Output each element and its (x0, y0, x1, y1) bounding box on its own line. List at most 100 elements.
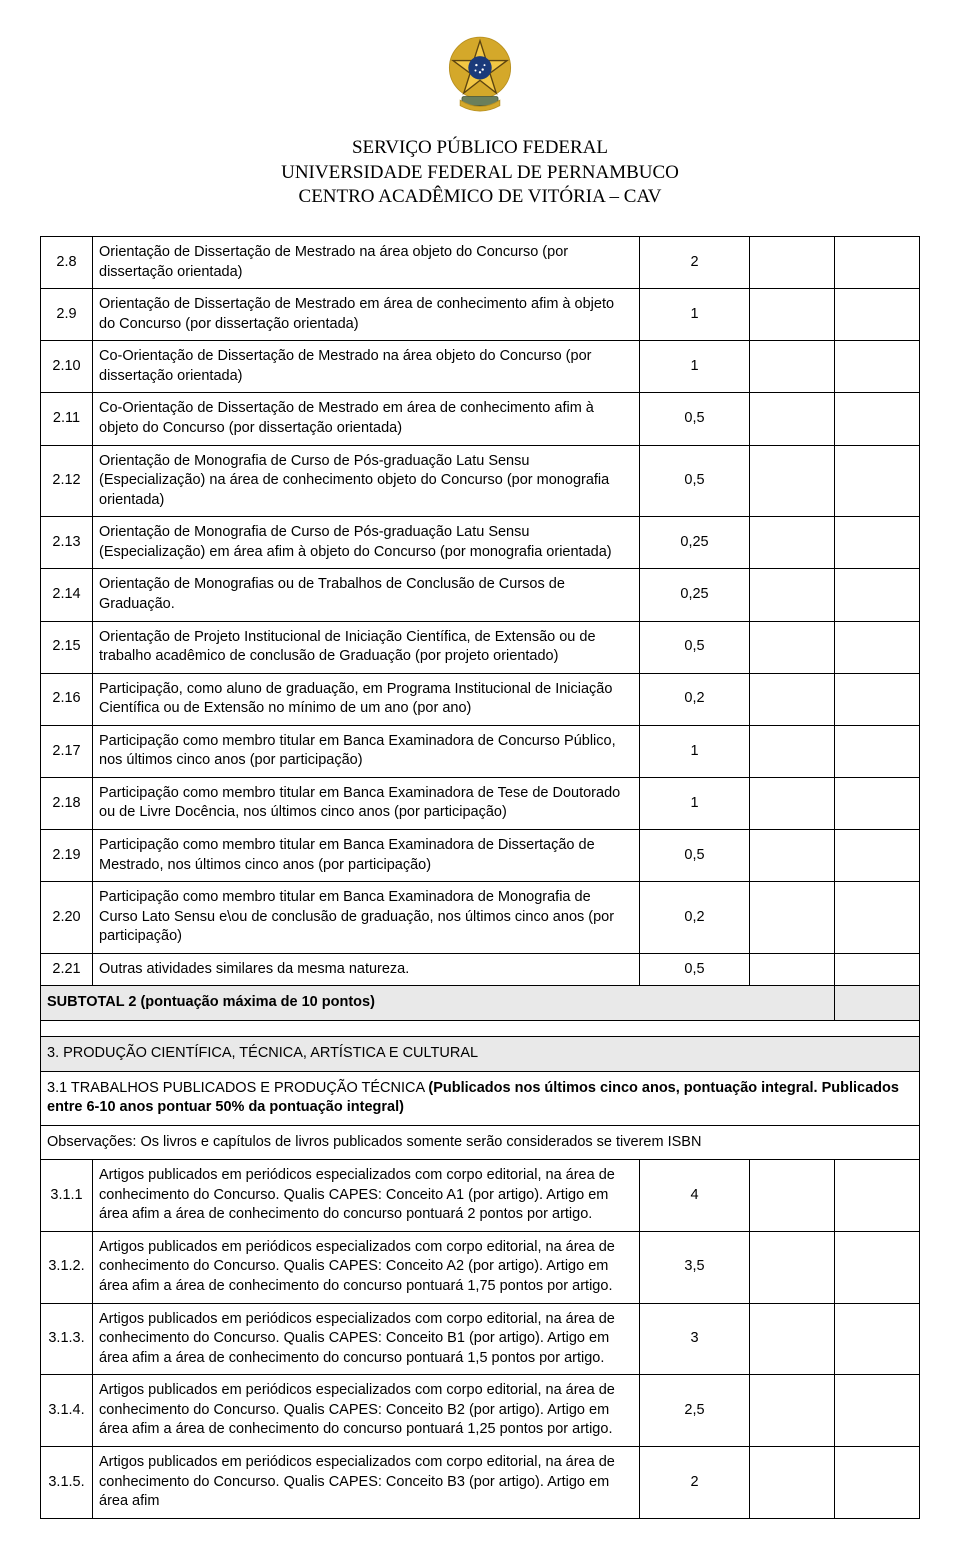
row-value: 0,5 (640, 621, 750, 673)
row-number: 3.1.4. (41, 1375, 93, 1447)
row-empty-2 (835, 1446, 920, 1518)
row-description: Orientação de Monografia de Curso de Pós… (93, 517, 640, 569)
row-number: 2.14 (41, 569, 93, 621)
row-description: Outras atividades similares da mesma nat… (93, 953, 640, 986)
row-number: 2.11 (41, 393, 93, 445)
row-empty-1 (750, 289, 835, 341)
row-empty-2 (835, 777, 920, 829)
row-number: 3.1.2. (41, 1231, 93, 1303)
table-row: 2.14Orientação de Monografias ou de Trab… (41, 569, 920, 621)
row-number: 2.17 (41, 725, 93, 777)
row-value: 1 (640, 341, 750, 393)
row-empty-2 (835, 830, 920, 882)
table-row: 2.21Outras atividades similares da mesma… (41, 953, 920, 986)
header-line-3: CENTRO ACADÊMICO DE VITÓRIA – CAV (299, 186, 662, 207)
row-description: Artigos publicados em periódicos especia… (93, 1160, 640, 1232)
table-row: 2.11Co-Orientação de Dissertação de Mest… (41, 393, 920, 445)
row-empty-1 (750, 1160, 835, 1232)
row-empty-1 (750, 725, 835, 777)
row-value: 1 (640, 777, 750, 829)
brazil-coat-of-arms-icon (40, 30, 920, 124)
row-value: 2 (640, 237, 750, 289)
row-description: Orientação de Dissertação de Mestrado em… (93, 289, 640, 341)
row-empty-1 (750, 621, 835, 673)
row-empty-1 (750, 1446, 835, 1518)
table-row: 2.15Orientação de Projeto Institucional … (41, 621, 920, 673)
row-value: 1 (640, 289, 750, 341)
row-value: 0,25 (640, 569, 750, 621)
row-description: Participação como membro titular em Banc… (93, 882, 640, 954)
table-row: 2.17Participação como membro titular em … (41, 725, 920, 777)
table-row: 2.19Participação como membro titular em … (41, 830, 920, 882)
row-number: 2.21 (41, 953, 93, 986)
row-empty-1 (750, 882, 835, 954)
row-value: 2 (640, 1446, 750, 1518)
row-description: Artigos publicados em periódicos especia… (93, 1375, 640, 1447)
row-empty-2 (835, 1160, 920, 1232)
row-empty-1 (750, 777, 835, 829)
table-row: 2.12Orientação de Monografia de Curso de… (41, 445, 920, 517)
row-description: Orientação de Monografias ou de Trabalho… (93, 569, 640, 621)
row-number: 2.13 (41, 517, 93, 569)
row-empty-1 (750, 393, 835, 445)
row-description: Participação, como aluno de graduação, e… (93, 673, 640, 725)
row-empty-2 (835, 621, 920, 673)
table-row: 3.1.2.Artigos publicados em periódicos e… (41, 1231, 920, 1303)
row-empty-1 (750, 1303, 835, 1375)
row-number: 2.8 (41, 237, 93, 289)
row-empty-2 (835, 882, 920, 954)
observations-row: Observações: Os livros e capítulos de li… (41, 1125, 920, 1160)
table-row: 2.18Participação como membro titular em … (41, 777, 920, 829)
table-row: 3.1.3.Artigos publicados em periódicos e… (41, 1303, 920, 1375)
row-empty-1 (750, 569, 835, 621)
row-number: 2.16 (41, 673, 93, 725)
row-empty-1 (750, 953, 835, 986)
row-empty-2 (835, 237, 920, 289)
row-number: 2.9 (41, 289, 93, 341)
row-empty-2 (835, 569, 920, 621)
row-value: 0,5 (640, 393, 750, 445)
row-empty-2 (835, 289, 920, 341)
subtotal-row: SUBTOTAL 2 (pontuação máxima de 10 ponto… (41, 986, 920, 1021)
row-empty-2 (835, 517, 920, 569)
document-header: SERVIÇO PÚBLICO FEDERAL UNIVERSIDADE FED… (40, 136, 920, 210)
row-empty-2 (835, 1303, 920, 1375)
section-3-1-text: 3.1 TRABALHOS PUBLICADOS E PRODUÇÃO TÉCN… (41, 1071, 920, 1125)
row-description: Participação como membro titular em Banc… (93, 725, 640, 777)
row-description: Co-Orientação de Dissertação de Mestrado… (93, 341, 640, 393)
row-description: Artigos publicados em periódicos especia… (93, 1303, 640, 1375)
row-value: 0,2 (640, 673, 750, 725)
row-number: 2.15 (41, 621, 93, 673)
row-description: Participação como membro titular em Banc… (93, 830, 640, 882)
subtotal-label: SUBTOTAL 2 (pontuação máxima de 10 ponto… (41, 986, 835, 1021)
row-description: Participação como membro titular em Banc… (93, 777, 640, 829)
row-number: 2.18 (41, 777, 93, 829)
table-row: 3.1.1Artigos publicados em periódicos es… (41, 1160, 920, 1232)
row-empty-2 (835, 953, 920, 986)
table-row: 2.9Orientação de Dissertação de Mestrado… (41, 289, 920, 341)
row-value: 0,25 (640, 517, 750, 569)
row-value: 0,5 (640, 445, 750, 517)
row-empty-1 (750, 1375, 835, 1447)
row-empty-2 (835, 445, 920, 517)
table-row: 3.1.5.Artigos publicados em periódicos e… (41, 1446, 920, 1518)
row-description: Orientação de Monografia de Curso de Pós… (93, 445, 640, 517)
row-description: Artigos publicados em periódicos especia… (93, 1231, 640, 1303)
row-value: 0,5 (640, 830, 750, 882)
row-number: 2.10 (41, 341, 93, 393)
table-row: 2.8Orientação de Dissertação de Mestrado… (41, 237, 920, 289)
header-line-1: SERVIÇO PÚBLICO FEDERAL (352, 137, 608, 158)
observations-text: Observações: Os livros e capítulos de li… (41, 1125, 920, 1160)
row-empty-1 (750, 1231, 835, 1303)
row-value: 0,2 (640, 882, 750, 954)
spacer-row (41, 1020, 920, 1036)
row-number: 2.20 (41, 882, 93, 954)
scoring-table: 2.8Orientação de Dissertação de Mestrado… (40, 236, 920, 1519)
row-empty-2 (835, 725, 920, 777)
row-empty-1 (750, 830, 835, 882)
row-description: Orientação de Projeto Institucional de I… (93, 621, 640, 673)
row-number: 3.1.1 (41, 1160, 93, 1232)
section-3-1-subheader: 3.1 TRABALHOS PUBLICADOS E PRODUÇÃO TÉCN… (41, 1071, 920, 1125)
row-description: Orientação de Dissertação de Mestrado na… (93, 237, 640, 289)
row-empty-2 (835, 1231, 920, 1303)
